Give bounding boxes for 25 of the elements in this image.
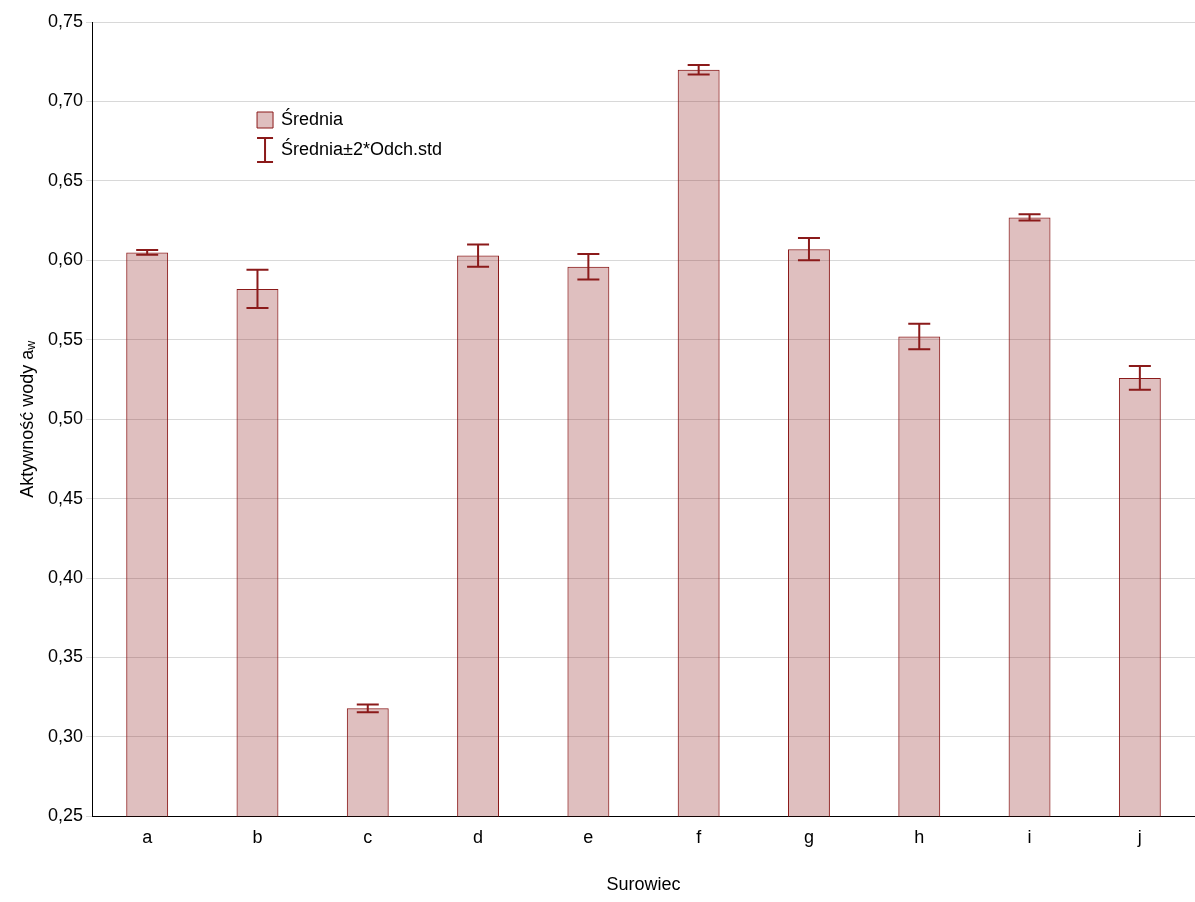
- x-tick-label: c: [363, 827, 373, 848]
- x-tick-label: d: [473, 827, 484, 848]
- x-axis-title: Surowiec: [606, 873, 681, 894]
- y-tick-label: 0,70: [47, 90, 84, 111]
- x-tick-label: g: [803, 827, 814, 848]
- x-tick-label: f: [696, 827, 703, 848]
- y-tick-label: 0,25: [47, 805, 84, 826]
- y-tick-label: 0,50: [47, 408, 84, 429]
- x-tick-label: h: [914, 827, 925, 848]
- annotation: Średnia±2*Odch.std: [281, 137, 443, 159]
- x-tick-label: a: [142, 827, 154, 848]
- x-tick-label: i: [1027, 827, 1032, 848]
- x-tick-label: b: [252, 827, 263, 848]
- y-axis-title: Aktywność wody aw: [16, 339, 39, 498]
- x-tick-label: e: [583, 827, 594, 848]
- y-tick-label: 0,75: [47, 10, 84, 31]
- y-tick-label: 0,65: [47, 169, 84, 190]
- y-tick-label: 0,60: [47, 249, 84, 270]
- y-tick-label: 0,35: [47, 646, 84, 667]
- y-tick-label: 0,30: [47, 725, 84, 746]
- y-tick-label: 0,55: [47, 328, 84, 349]
- y-tick-label: 0,45: [47, 487, 84, 508]
- x-tick-label: j: [1136, 827, 1142, 848]
- legend-label: Średnia: [281, 107, 345, 129]
- y-tick-label: 0,40: [47, 567, 84, 588]
